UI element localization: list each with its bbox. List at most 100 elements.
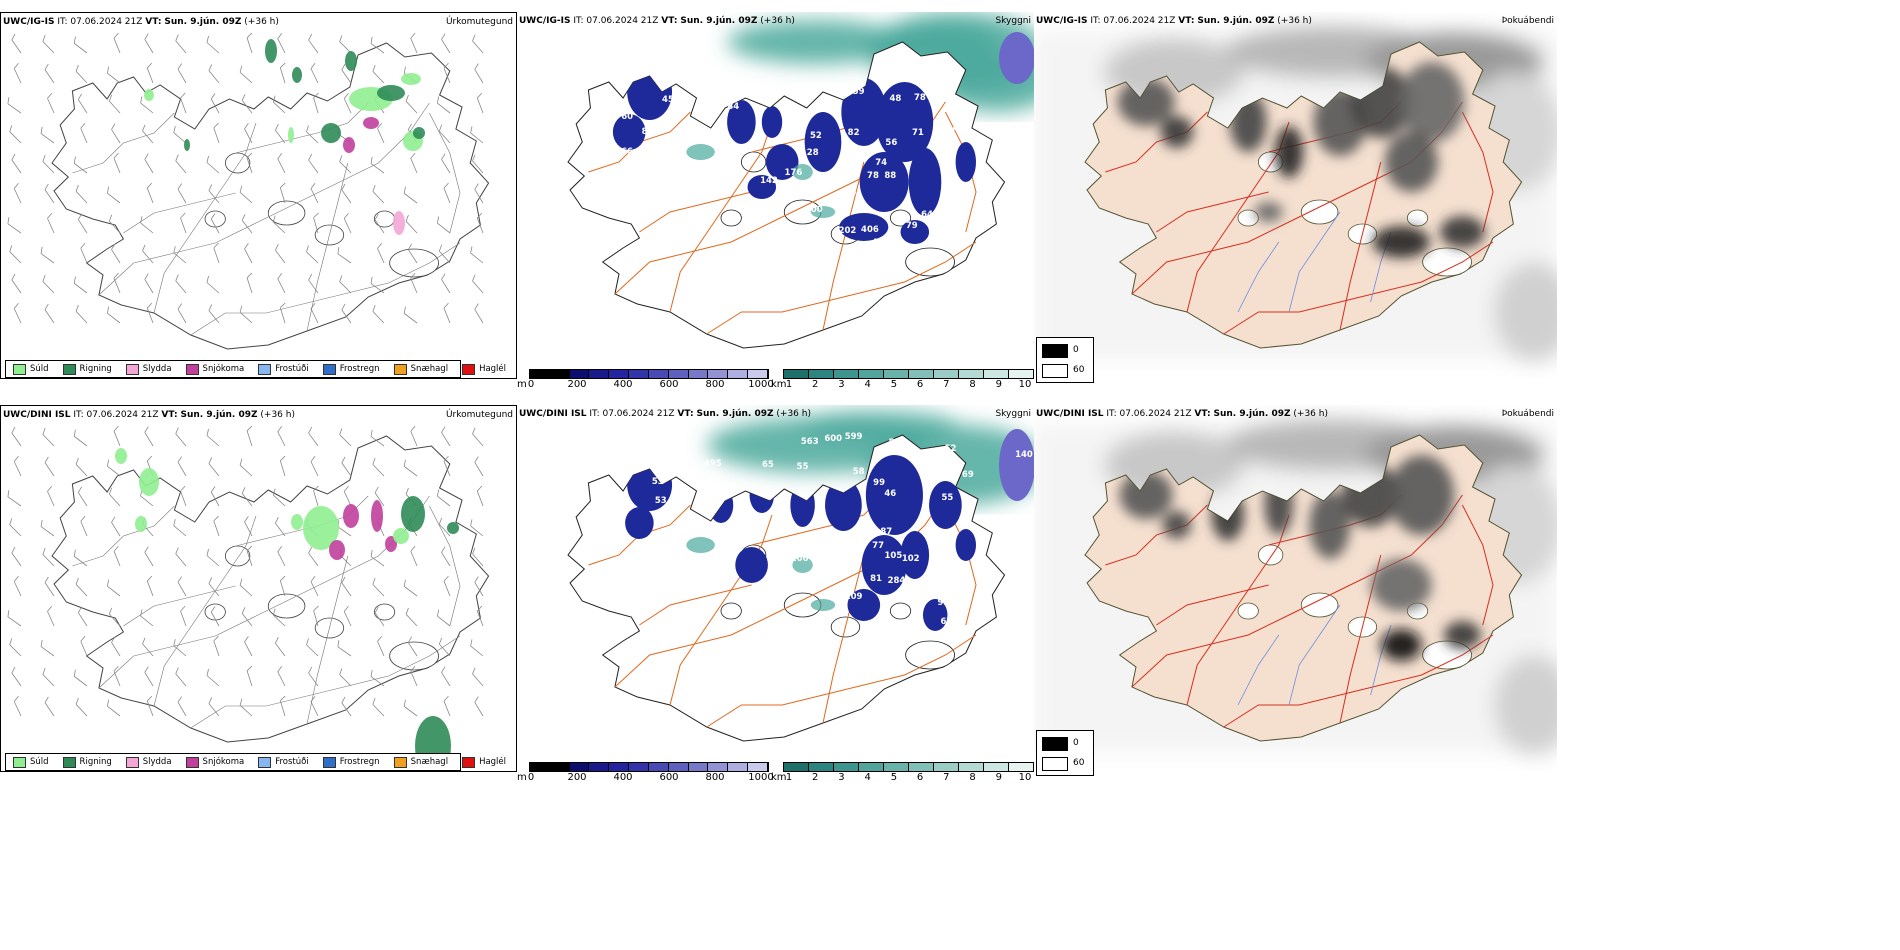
panel-header: UWC/IG-IS IT: 07.06.2024 21Z VT: Sun. 9.… <box>3 17 279 27</box>
wind-barb <box>106 186 121 204</box>
fog-indicator-map <box>1034 419 1557 755</box>
colorbar-bin <box>859 763 884 771</box>
wind-barb <box>472 547 484 567</box>
wind-barb <box>374 486 385 507</box>
wind-barb <box>441 273 451 294</box>
wind-barb <box>443 575 451 597</box>
wind-barb <box>272 215 286 234</box>
wind-barb <box>244 123 253 144</box>
fog-area <box>1399 62 1465 142</box>
road-line <box>1105 111 1208 173</box>
low-cloud-area <box>749 477 775 513</box>
low-cloud-area <box>612 114 646 150</box>
wind-barb <box>405 214 418 234</box>
vt-label: VT: <box>661 16 678 26</box>
colorbar-tick: 1000 <box>748 772 774 782</box>
wind-barb <box>438 124 451 144</box>
cloud-sea-area <box>999 429 1034 501</box>
wind-barb <box>241 487 253 507</box>
visibility-colorbar-strip <box>783 369 1034 379</box>
cloud-height-label: 71 <box>912 128 924 138</box>
fog-area <box>1162 511 1192 539</box>
wind-barb <box>241 94 253 114</box>
cloud-sea-area <box>999 32 1034 84</box>
valid-time: Sun. 9.jún. 09Z <box>164 17 242 27</box>
colorbar-bin <box>688 763 709 771</box>
glacier-outline <box>905 640 955 670</box>
low-cloud-area <box>765 144 799 180</box>
cloud-height-label: 207 <box>873 238 891 248</box>
vt-label: VT: <box>145 17 162 27</box>
road-line <box>1461 111 1494 233</box>
wind-barb <box>111 516 121 537</box>
wind-barb <box>9 125 22 144</box>
colorbar-bin <box>708 370 729 378</box>
panel-header: UWC/IG-IS IT: 07.06.2024 21Z VT: Sun. 9.… <box>1036 16 1312 26</box>
legend-label: Frostúði <box>275 364 309 374</box>
colorbar-tick: 600 <box>659 379 679 389</box>
cloud-height-label: 202 <box>839 226 857 236</box>
colorbar-bin <box>748 370 768 378</box>
precip-legend-item: Slydda <box>125 363 172 375</box>
low-cloud-area <box>922 599 948 631</box>
init-time: 07.06.2024 21Z <box>86 410 159 420</box>
colorbar-tick: 6 <box>916 379 924 389</box>
precip-area <box>321 123 341 143</box>
wind-barb <box>279 455 286 477</box>
fog-area <box>1370 559 1432 611</box>
wind-barb <box>476 92 484 114</box>
colorbar-bin <box>549 763 570 771</box>
wind-barb <box>244 516 253 537</box>
vt-label: VT: <box>677 409 694 419</box>
valid-time: Sun. 9.jún. 09Z <box>1213 409 1291 419</box>
wind-barb <box>175 154 187 174</box>
precip-area <box>144 89 154 101</box>
wind-barb <box>47 485 55 507</box>
wind-barb <box>474 63 484 84</box>
fog-legend-low-label: 60 <box>1073 365 1085 375</box>
colorbar-bin <box>934 763 959 771</box>
precip-area <box>447 522 459 534</box>
glacier-outline <box>224 545 251 567</box>
colorbar-bin <box>589 370 610 378</box>
legend-label: Súld <box>30 364 49 374</box>
cloud-height-label: 64 <box>921 210 933 220</box>
low-cloud-area <box>747 175 777 199</box>
low-cloud-area <box>825 479 862 531</box>
wind-barb <box>343 485 352 507</box>
init-time: 07.06.2024 21Z <box>586 16 659 26</box>
wind-barb <box>370 156 385 174</box>
wind-barb <box>75 64 88 84</box>
colorbar-bin <box>909 370 934 378</box>
low-cloud-area <box>625 507 654 539</box>
wind-barb <box>144 273 154 294</box>
wind-barb <box>272 488 286 507</box>
wind-barb <box>44 303 55 324</box>
colorbar-tick: 2 <box>812 772 819 782</box>
wind-barb <box>40 246 55 264</box>
wind-barb <box>277 273 286 294</box>
colorbar-tick: 0 <box>527 379 535 389</box>
visibility-cloudbase-map: 50 54 45 60 81 84 52 128 142 176 59 48 78 58 82 71 56 91 7… <box>567 12 1034 349</box>
wind-barb <box>313 485 319 507</box>
cloud-height-label: 148 <box>766 596 784 606</box>
cloud-height-label: 69 <box>962 470 974 480</box>
wind-barb <box>279 182 286 204</box>
legend-swatch <box>13 756 26 768</box>
wind-barb <box>441 33 451 54</box>
panel-header: UWC/IG-IS IT: 07.06.2024 21Z VT: Sun. 9.… <box>519 16 795 26</box>
legend-swatch <box>462 756 476 768</box>
glacier-outline <box>889 602 912 620</box>
cloud-height-label: 206 <box>791 554 809 564</box>
wind-barb <box>443 455 451 477</box>
wind-barb <box>11 33 22 54</box>
wind-barb <box>310 576 319 597</box>
colorbar-bin <box>668 370 689 378</box>
wind-barb <box>474 696 484 717</box>
wind-barb <box>7 490 22 507</box>
wind-barb <box>206 35 220 54</box>
wind-barb <box>73 36 88 54</box>
wind-barb <box>405 607 418 627</box>
cloud-height-label: 52 <box>810 131 822 141</box>
legend-swatch <box>322 363 336 375</box>
